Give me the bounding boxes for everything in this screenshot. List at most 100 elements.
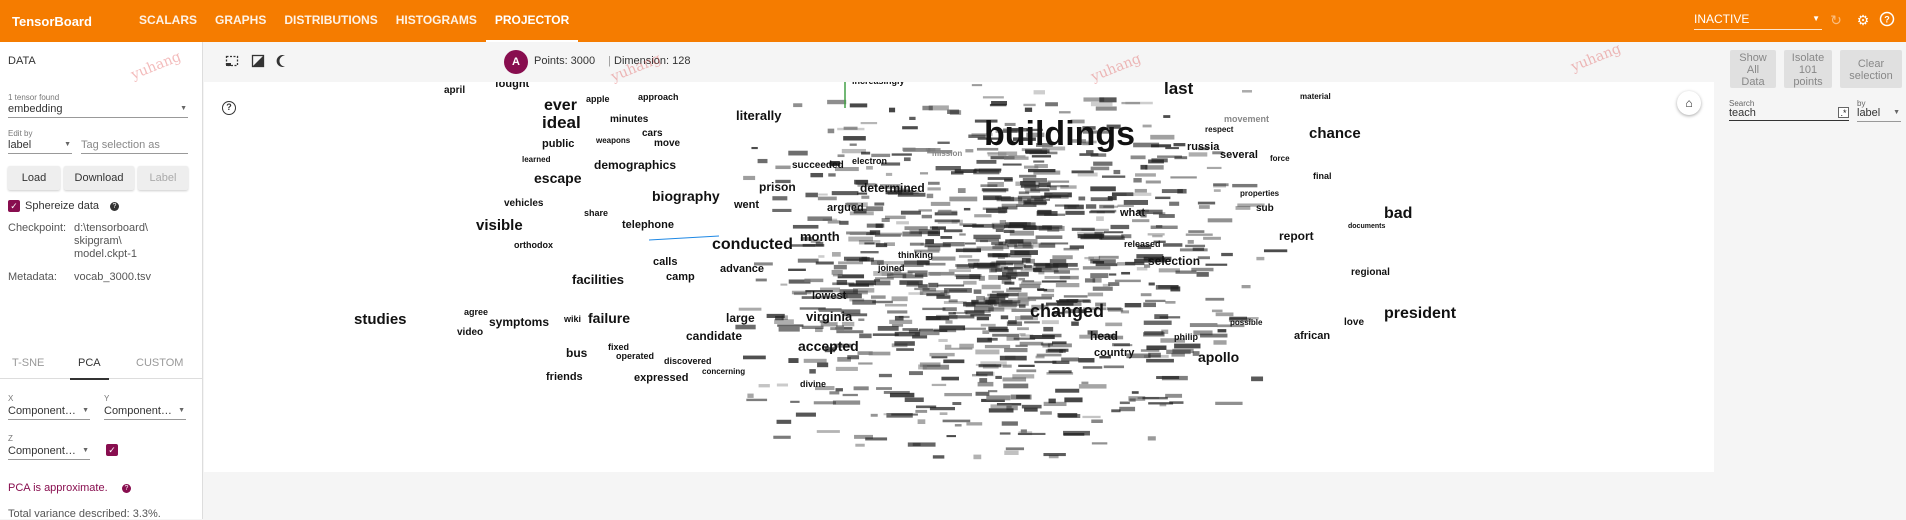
embedding-label[interactable]: possible <box>1230 318 1263 327</box>
reload-icon[interactable]: ↻ <box>1830 12 1842 28</box>
embedding-label[interactable]: final <box>1313 171 1332 181</box>
label-toggle-icon[interactable]: A <box>504 50 528 74</box>
embedding-label[interactable]: selection <box>1148 254 1201 268</box>
search-by-select[interactable]: label ▼ <box>1857 105 1901 122</box>
embedding-label[interactable]: head <box>1090 329 1119 343</box>
embedding-label[interactable]: succeeded <box>792 160 844 171</box>
edit-by-select[interactable]: label ▼ <box>8 137 72 154</box>
embedding-label[interactable]: determined <box>860 181 925 195</box>
embedding-label[interactable]: bad <box>1384 205 1413 222</box>
tab-projector[interactable]: PROJECTOR <box>485 0 579 42</box>
embedding-label[interactable]: prison <box>759 180 796 194</box>
embedding-label[interactable]: conducted <box>712 236 793 253</box>
embedding-label[interactable]: accepted <box>798 338 859 354</box>
isolate-points-button[interactable]: Isolate 101 points <box>1784 50 1832 88</box>
night-mode-contrast-icon[interactable] <box>250 54 266 70</box>
sphereize-checkbox[interactable]: ✓ <box>8 200 20 212</box>
embedding-label[interactable]: facilities <box>572 272 625 287</box>
embedding-label[interactable]: african <box>1294 330 1331 342</box>
search-input[interactable]: teach <box>1729 107 1849 121</box>
embedding-label[interactable]: divine <box>800 379 827 389</box>
embedding-label[interactable]: orthodox <box>514 240 553 250</box>
embedding-label[interactable]: demographics <box>594 158 677 172</box>
embedding-label[interactable]: escape <box>534 170 582 186</box>
tab-custom[interactable]: CUSTOM <box>136 357 184 369</box>
embedding-label[interactable]: sub <box>1256 203 1274 214</box>
embedding-label[interactable]: buildings <box>984 115 1136 153</box>
tensor-select[interactable]: embedding ▼ <box>8 101 188 118</box>
tab-tsne[interactable]: T-SNE <box>12 357 45 369</box>
embedding-label[interactable]: public <box>542 138 575 150</box>
load-button[interactable]: Load <box>8 166 60 190</box>
embedding-label[interactable]: calls <box>653 256 678 268</box>
embedding-label[interactable]: what <box>1120 207 1146 219</box>
embedding-label[interactable]: several <box>1220 149 1258 161</box>
embedding-label[interactable]: apple <box>586 94 610 104</box>
status-select[interactable]: INACTIVE ▼ <box>1694 8 1822 30</box>
embedding-label[interactable]: agree <box>464 307 489 317</box>
embedding-label[interactable]: learned <box>522 155 551 164</box>
embedding-label[interactable]: properties <box>1240 189 1280 198</box>
embedding-label[interactable]: share <box>584 208 609 218</box>
embedding-label[interactable]: material <box>1300 92 1331 101</box>
embedding-label[interactable]: cars <box>642 128 663 139</box>
embedding-label[interactable]: ideal <box>542 113 581 132</box>
embedding-label[interactable]: friends <box>546 371 583 383</box>
embedding-label[interactable]: video <box>457 327 484 338</box>
embedding-label[interactable]: electron <box>852 156 888 166</box>
embedding-label[interactable]: discovered <box>664 356 712 366</box>
embedding-label[interactable]: last <box>1164 82 1194 98</box>
embedding-label[interactable]: telephone <box>622 219 674 231</box>
embedding-label[interactable]: bus <box>566 346 588 360</box>
x-component-select[interactable]: Component… ▼ <box>8 403 90 420</box>
tab-histograms[interactable]: HISTOGRAMS <box>395 13 477 27</box>
embedding-label[interactable]: went <box>734 199 760 211</box>
embedding-label[interactable]: country <box>1094 347 1135 359</box>
tab-scalars[interactable]: SCALARS <box>139 13 198 27</box>
embedding-label[interactable]: candidate <box>686 329 743 343</box>
clear-selection-button[interactable]: Clear selection <box>1840 50 1902 88</box>
embedding-label[interactable]: apollo <box>1198 349 1240 365</box>
z-component-select[interactable]: Component… ▼ <box>8 443 90 460</box>
embedding-label[interactable]: virginia <box>806 309 853 324</box>
embedding-label[interactable]: expressed <box>634 372 689 384</box>
embedding-label[interactable]: argued <box>827 202 864 214</box>
embedding-label[interactable]: biography <box>652 188 720 204</box>
select-region-icon[interactable] <box>224 54 240 70</box>
tab-distributions[interactable]: DISTRIBUTIONS <box>284 13 378 27</box>
embedding-label[interactable]: documents <box>1348 223 1386 230</box>
embedding-label[interactable]: weapons <box>596 136 631 145</box>
embedding-label[interactable]: report <box>1279 229 1314 243</box>
embedding-label[interactable]: visible <box>476 217 523 234</box>
embedding-label[interactable]: fought <box>495 82 530 90</box>
embedding-label[interactable]: love <box>1344 317 1365 328</box>
tag-selection-input[interactable]: Tag selection as <box>81 137 188 154</box>
moon-icon[interactable] <box>275 54 291 70</box>
embedding-label[interactable]: symptoms <box>489 315 550 329</box>
embedding-label[interactable]: regional <box>1351 267 1390 278</box>
embedding-label[interactable]: advance <box>720 263 765 275</box>
embedding-label[interactable]: literally <box>736 108 782 123</box>
embedding-label[interactable]: mission <box>932 149 963 158</box>
z-enable-checkbox[interactable]: ✓ <box>106 444 118 456</box>
embedding-label[interactable]: respect <box>1205 125 1234 134</box>
embedding-label[interactable]: difference <box>706 82 763 83</box>
help-icon[interactable]: ? <box>122 484 131 493</box>
embedding-label[interactable]: large <box>726 311 755 325</box>
tab-pca[interactable]: PCA <box>78 357 101 369</box>
embedding-label[interactable]: month <box>800 229 840 244</box>
y-component-select[interactable]: Component… ▼ <box>104 403 186 420</box>
embedding-label[interactable]: russia <box>1187 141 1220 153</box>
help-icon[interactable]: ? <box>110 202 119 211</box>
embedding-label[interactable]: president <box>1384 305 1457 322</box>
embedding-label[interactable]: movement <box>1224 114 1270 124</box>
help-icon[interactable]: ? <box>1878 11 1896 29</box>
regex-toggle[interactable]: .* <box>1838 107 1849 118</box>
embedding-label[interactable]: changed <box>1030 301 1105 321</box>
embedding-label[interactable]: studies <box>354 311 407 328</box>
embedding-label[interactable]: operated <box>616 351 655 361</box>
embedding-label[interactable]: chance <box>1309 125 1361 142</box>
embedding-label[interactable]: minutes <box>610 114 649 125</box>
embedding-label[interactable]: joined <box>878 263 905 273</box>
download-button[interactable]: Download <box>64 166 134 190</box>
